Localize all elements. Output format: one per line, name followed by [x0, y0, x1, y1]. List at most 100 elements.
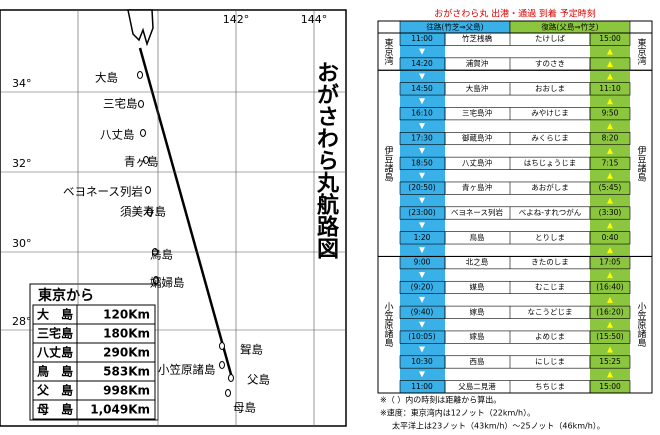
latitude-label: 30° — [12, 237, 32, 250]
distance-name: 母 島 — [37, 402, 73, 417]
cell-text: (16:40) — [596, 282, 624, 291]
arrow — [419, 197, 425, 204]
time-out-cell — [399, 132, 446, 146]
distance-value: 998Km — [103, 384, 150, 398]
cell-text: 14:20 — [411, 59, 433, 68]
time-ret-cell — [589, 206, 631, 220]
distance-name: 八丈島 — [36, 345, 73, 360]
time-out-cell — [399, 181, 446, 195]
arrow — [607, 346, 613, 353]
cell-text: おおしま — [535, 84, 565, 93]
island — [145, 186, 151, 194]
island-label: 大島 — [95, 71, 118, 85]
time-ret-cell — [589, 355, 631, 369]
cell-text: 青ヶ島沖 — [462, 182, 492, 192]
note: 太平洋上は23ノット（43km/h）～25ノット（46km/h）。 — [392, 421, 605, 431]
cell-text: 17:30 — [411, 134, 433, 143]
island-label: 鳥島 — [150, 248, 173, 262]
cell-text: (10:05) — [408, 332, 436, 341]
time-ret-cell — [589, 330, 631, 344]
time-ret-cell — [589, 305, 631, 319]
arrow — [607, 61, 613, 68]
distance-value: 180Km — [103, 327, 150, 341]
arrow — [607, 247, 613, 254]
distance-value: 120Km — [103, 308, 150, 322]
cell-text: 11:10 — [599, 84, 621, 93]
cell-text: 8:20 — [602, 134, 619, 143]
distance-row — [32, 399, 156, 420]
cell-text: 父島二見港 — [458, 381, 496, 391]
route-line — [138, 47, 234, 379]
island — [228, 374, 234, 382]
time-ret-cell — [589, 156, 631, 170]
cell-text: 15:25 — [599, 357, 621, 366]
cell-text: 18:50 — [411, 158, 433, 167]
cell-text: ベヨネース列岩 — [451, 207, 504, 217]
arrow — [419, 321, 425, 328]
island — [153, 276, 159, 284]
arrow — [607, 73, 613, 80]
island-label: 小笠原諸島 — [158, 363, 216, 377]
cell-text: 17:05 — [599, 258, 621, 267]
cell-text: 三宅島沖 — [462, 108, 492, 118]
cell-text: ちちじま — [535, 382, 565, 391]
arrow — [419, 346, 425, 353]
arrow — [607, 98, 613, 105]
row-cells — [444, 355, 591, 369]
region-label: 伊豆諸島 — [383, 144, 394, 182]
longitude-label: 144° — [301, 13, 328, 26]
arrow — [419, 48, 425, 55]
cell-text: にしじま — [535, 357, 565, 366]
time-ret-cell — [589, 107, 631, 121]
island-label: 母島 — [233, 401, 256, 415]
island — [137, 71, 143, 79]
cell-text: 11:00 — [411, 382, 433, 391]
arrow — [607, 123, 613, 130]
time-out-cell — [399, 82, 446, 96]
longitude-label: 142° — [223, 13, 250, 26]
latitude-label: 28° — [12, 315, 32, 328]
arrow — [607, 48, 613, 55]
arrow — [607, 197, 613, 204]
note: ※（ ）内の時刻は距離から算出。 — [380, 395, 501, 405]
cell-text: 媒島 — [470, 281, 485, 291]
cell-text: なこうどじま — [528, 307, 573, 316]
time-ret-cell — [589, 280, 631, 294]
latitude-label: 32° — [12, 157, 32, 170]
cell-text: 嫁島 — [470, 306, 485, 316]
island-label: 聟島 — [240, 343, 263, 357]
cell-text: よめじま — [535, 332, 565, 341]
distance-value: 1,049Km — [90, 403, 150, 417]
island-label: 三宅島 — [103, 97, 138, 111]
arrow — [419, 247, 425, 254]
arrow — [607, 371, 613, 378]
table-frame — [377, 20, 653, 394]
cell-text: みやけじま — [531, 109, 569, 118]
arrow — [419, 371, 425, 378]
region-label: 東京湾 — [383, 37, 394, 66]
cell-text: 大島沖 — [466, 83, 489, 93]
island-label: 青ヶ島 — [124, 155, 159, 169]
island — [138, 100, 144, 108]
cell-text: (5:45) — [599, 183, 622, 192]
time-ret-cell — [589, 132, 631, 146]
island — [219, 342, 225, 350]
cell-text: 11:00 — [411, 34, 433, 43]
arrow — [607, 296, 613, 303]
cell-text: (9:40) — [411, 307, 434, 316]
time-ret-cell — [589, 82, 631, 96]
cell-text: 竹芝桟橋 — [462, 33, 492, 43]
map-title: おがさわら丸航路図 — [313, 61, 340, 259]
time-ret-cell — [589, 231, 631, 245]
distance-name: 三宅島 — [37, 326, 73, 341]
arrow — [419, 123, 425, 130]
island-label: 須美寿島 — [120, 205, 166, 219]
island — [219, 361, 225, 369]
time-out-cell — [399, 355, 446, 369]
cell-text: 北之島 — [466, 257, 489, 267]
island-label: 孀婦島 — [150, 276, 185, 290]
arrow — [607, 172, 613, 179]
region-label: 小笠原諸島 — [383, 302, 394, 348]
cell-text: (15:50) — [596, 332, 624, 341]
